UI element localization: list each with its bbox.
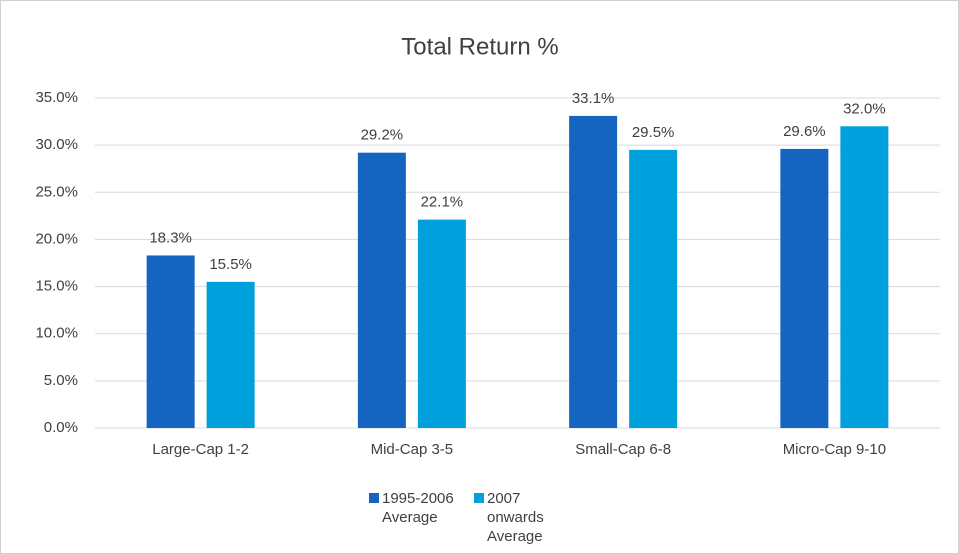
y-tick-label: 15.0% xyxy=(35,278,78,295)
y-tick-label: 5.0% xyxy=(44,372,78,389)
data-label: 22.1% xyxy=(421,194,464,211)
legend-item: 2007 onwards Average xyxy=(474,489,569,546)
x-tick-label: Small-Cap 6-8 xyxy=(575,441,671,458)
bar xyxy=(357,152,406,428)
y-tick-label: 25.0% xyxy=(35,183,78,200)
chart-title: Total Return % xyxy=(401,33,558,60)
legend-label: 2007 onwards Average xyxy=(487,490,544,545)
data-label: 33.1% xyxy=(572,90,615,107)
y-tick-label: 20.0% xyxy=(35,230,78,247)
bar xyxy=(629,149,678,428)
bar xyxy=(840,126,889,429)
x-tick-label: Large-Cap 1-2 xyxy=(152,441,249,458)
bar xyxy=(206,281,255,428)
y-tick-label: 35.0% xyxy=(35,89,78,106)
data-label: 29.5% xyxy=(632,124,675,141)
bar xyxy=(146,255,195,428)
data-label: 29.6% xyxy=(783,123,826,140)
bar xyxy=(417,219,466,428)
y-tick-label: 10.0% xyxy=(35,325,78,342)
data-label: 18.3% xyxy=(149,229,192,246)
bar xyxy=(780,148,829,428)
legend-label: 1995-2006 Average xyxy=(382,490,454,526)
legend-swatch xyxy=(474,493,484,503)
x-tick-label: Micro-Cap 9-10 xyxy=(783,441,886,458)
legend-item: 1995-2006 Average xyxy=(369,489,464,546)
y-tick-label: 0.0% xyxy=(44,419,78,436)
y-tick-label: 30.0% xyxy=(35,136,78,153)
legend: 1995-2006 Average 2007 onwards Average xyxy=(369,489,569,546)
x-tick-label: Mid-Cap 3-5 xyxy=(371,441,454,458)
bar xyxy=(569,115,618,429)
data-label: 32.0% xyxy=(843,100,886,117)
data-label: 15.5% xyxy=(209,256,252,273)
data-label: 29.2% xyxy=(361,127,404,144)
legend-swatch xyxy=(369,493,379,503)
